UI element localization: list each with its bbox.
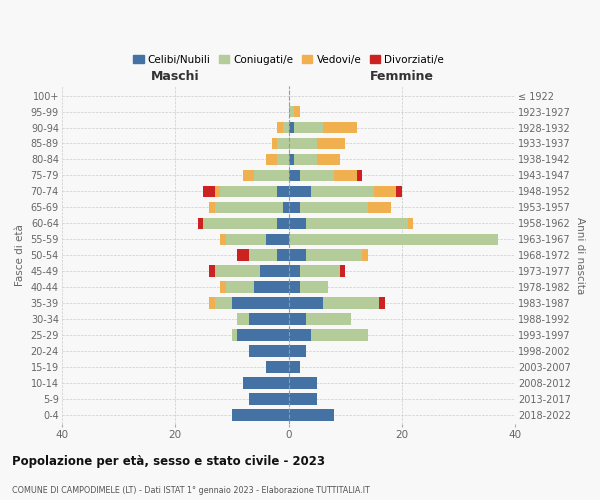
Bar: [215, 298, 232, 309]
Bar: [362, 250, 368, 261]
Text: Maschi: Maschi: [151, 70, 199, 83]
Bar: [305, 314, 351, 325]
Bar: [356, 170, 362, 181]
Bar: [305, 218, 407, 229]
Bar: [289, 393, 317, 404]
Bar: [226, 282, 254, 293]
Bar: [368, 202, 391, 213]
Y-axis label: Fasce di età: Fasce di età: [15, 224, 25, 286]
Bar: [249, 393, 289, 404]
Bar: [198, 218, 203, 229]
Legend: Celibi/Nubili, Coniugati/e, Vedovi/e, Divorziati/e: Celibi/Nubili, Coniugati/e, Vedovi/e, Di…: [129, 50, 448, 69]
Y-axis label: Anni di nascita: Anni di nascita: [575, 216, 585, 294]
Bar: [215, 186, 220, 197]
Bar: [294, 154, 317, 165]
Bar: [289, 202, 300, 213]
Bar: [215, 266, 260, 277]
Bar: [379, 298, 385, 309]
Bar: [209, 298, 215, 309]
Bar: [238, 330, 289, 341]
Bar: [203, 186, 215, 197]
Bar: [317, 138, 345, 149]
Text: Popolazione per età, sesso e stato civile - 2023: Popolazione per età, sesso e stato civil…: [12, 454, 325, 468]
Bar: [254, 170, 289, 181]
Bar: [334, 170, 356, 181]
Bar: [277, 122, 283, 133]
Bar: [323, 122, 356, 133]
Bar: [317, 154, 340, 165]
Bar: [305, 250, 362, 261]
Bar: [277, 218, 289, 229]
Bar: [289, 186, 311, 197]
Bar: [277, 138, 289, 149]
Bar: [294, 122, 323, 133]
Bar: [249, 250, 277, 261]
Bar: [283, 122, 289, 133]
Bar: [289, 266, 300, 277]
Bar: [289, 250, 305, 261]
Bar: [396, 186, 402, 197]
Bar: [289, 170, 300, 181]
Bar: [289, 377, 317, 388]
Bar: [294, 106, 300, 118]
Bar: [300, 170, 334, 181]
Bar: [249, 314, 289, 325]
Bar: [289, 346, 305, 357]
Bar: [220, 234, 226, 245]
Bar: [215, 202, 283, 213]
Bar: [249, 346, 289, 357]
Bar: [209, 202, 215, 213]
Bar: [277, 250, 289, 261]
Bar: [272, 138, 277, 149]
Bar: [289, 138, 317, 149]
Bar: [260, 266, 289, 277]
Bar: [289, 122, 294, 133]
Bar: [374, 186, 396, 197]
Bar: [300, 282, 328, 293]
Text: Femmine: Femmine: [370, 70, 434, 83]
Bar: [209, 266, 215, 277]
Bar: [407, 218, 413, 229]
Bar: [289, 330, 311, 341]
Bar: [311, 186, 374, 197]
Bar: [243, 377, 289, 388]
Bar: [340, 266, 345, 277]
Bar: [300, 266, 340, 277]
Bar: [289, 282, 300, 293]
Bar: [289, 314, 305, 325]
Bar: [254, 282, 289, 293]
Bar: [289, 218, 305, 229]
Bar: [220, 186, 277, 197]
Bar: [289, 361, 300, 372]
Bar: [243, 170, 254, 181]
Bar: [226, 234, 266, 245]
Bar: [238, 314, 249, 325]
Bar: [323, 298, 379, 309]
Bar: [289, 154, 294, 165]
Bar: [277, 154, 289, 165]
Bar: [220, 282, 226, 293]
Bar: [283, 202, 289, 213]
Bar: [289, 234, 499, 245]
Bar: [300, 202, 368, 213]
Bar: [238, 250, 249, 261]
Bar: [232, 298, 289, 309]
Bar: [289, 409, 334, 420]
Bar: [232, 330, 238, 341]
Bar: [232, 409, 289, 420]
Bar: [203, 218, 277, 229]
Bar: [289, 106, 294, 118]
Bar: [266, 234, 289, 245]
Text: COMUNE DI CAMPODIMELE (LT) - Dati ISTAT 1° gennaio 2023 - Elaborazione TUTTITALI: COMUNE DI CAMPODIMELE (LT) - Dati ISTAT …: [12, 486, 370, 495]
Bar: [266, 154, 277, 165]
Bar: [277, 186, 289, 197]
Bar: [311, 330, 368, 341]
Bar: [266, 361, 289, 372]
Bar: [289, 298, 323, 309]
